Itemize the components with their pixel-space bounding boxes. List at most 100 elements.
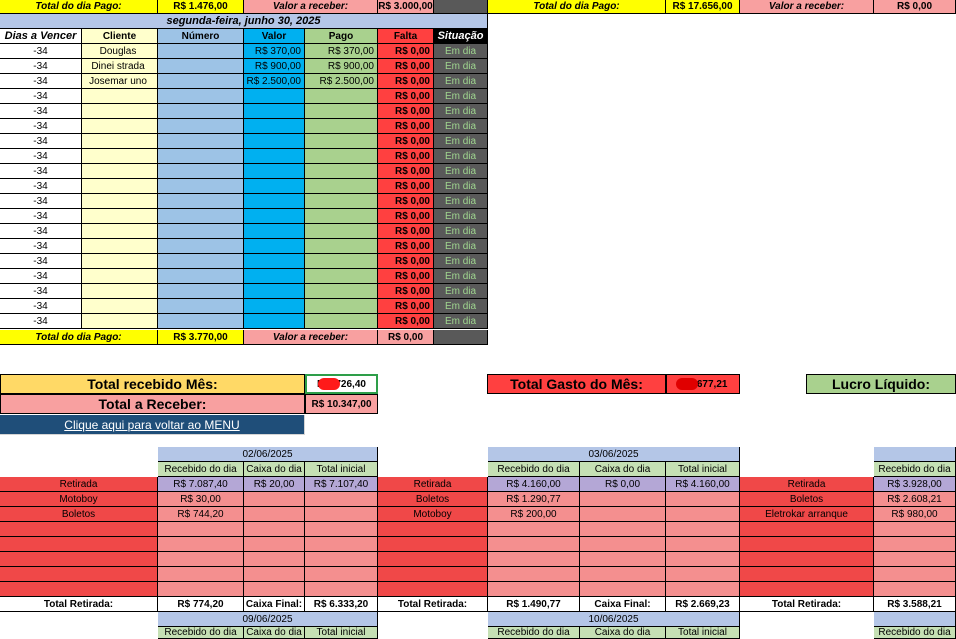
cash-item-cell[interactable] — [305, 522, 378, 537]
cell-pago[interactable]: R$ 370,00 — [305, 44, 378, 59]
cash-item-label[interactable] — [0, 567, 158, 582]
cell-numero[interactable] — [158, 269, 244, 284]
cell-valor[interactable] — [244, 119, 305, 134]
cash-item-label[interactable] — [378, 537, 488, 552]
cash-item-value[interactable] — [874, 567, 956, 582]
cell-dias[interactable]: -34 — [0, 44, 82, 59]
cell-dias[interactable]: -34 — [0, 59, 82, 74]
cash-row1-recebido[interactable]: R$ 4.160,00 — [488, 477, 580, 492]
cash-item-value[interactable] — [874, 537, 956, 552]
cell-pago[interactable] — [305, 89, 378, 104]
cash-item-label[interactable] — [0, 522, 158, 537]
cash-row1-total[interactable]: R$ 4.160,00 — [666, 477, 740, 492]
cell-dias[interactable]: -34 — [0, 104, 82, 119]
cell-pago[interactable] — [305, 179, 378, 194]
cell-pago[interactable]: R$ 2.500,00 — [305, 74, 378, 89]
cash-item-cell[interactable] — [305, 567, 378, 582]
cash-item-value[interactable] — [488, 552, 580, 567]
cash-item-value[interactable]: R$ 744,20 — [158, 507, 244, 522]
cash-item-label[interactable] — [378, 582, 488, 597]
cell-falta[interactable]: R$ 0,00 — [378, 179, 434, 194]
top-right-receive-value[interactable]: R$ 0,00 — [874, 0, 956, 14]
cash-item-label[interactable] — [378, 522, 488, 537]
cell-situacao[interactable]: Em dia — [434, 179, 488, 194]
cell-situacao[interactable]: Em dia — [434, 254, 488, 269]
cash-item-value[interactable] — [488, 537, 580, 552]
cell-numero[interactable] — [158, 134, 244, 149]
cash-item-cell[interactable] — [305, 582, 378, 597]
cash-item-label[interactable] — [0, 552, 158, 567]
cell-situacao[interactable]: Em dia — [434, 299, 488, 314]
cell-numero[interactable] — [158, 239, 244, 254]
cell-situacao[interactable]: Em dia — [434, 104, 488, 119]
cell-pago[interactable] — [305, 299, 378, 314]
cash-item-cell[interactable] — [305, 492, 378, 507]
cell-pago[interactable] — [305, 284, 378, 299]
cell-pago[interactable] — [305, 149, 378, 164]
cell-valor[interactable] — [244, 194, 305, 209]
cash-item-label[interactable] — [378, 567, 488, 582]
cell-falta[interactable]: R$ 0,00 — [378, 149, 434, 164]
cell-pago[interactable] — [305, 104, 378, 119]
cell-pago[interactable] — [305, 314, 378, 329]
cash-total-retirada-value[interactable]: R$ 774,20 — [158, 597, 244, 612]
cell-cliente[interactable] — [82, 239, 158, 254]
menu-link-text[interactable]: Clique aqui para voltar ao MENU — [64, 417, 240, 432]
cell-falta[interactable]: R$ 0,00 — [378, 284, 434, 299]
cell-valor[interactable]: R$ 2.500,00 — [244, 74, 305, 89]
cash-item-value[interactable]: R$ 200,00 — [488, 507, 580, 522]
cell-cliente[interactable]: Josemar uno — [82, 74, 158, 89]
cell-dias[interactable]: -34 — [0, 269, 82, 284]
cell-valor[interactable]: R$ 370,00 — [244, 44, 305, 59]
cell-valor[interactable] — [244, 179, 305, 194]
cell-dias[interactable]: -34 — [0, 299, 82, 314]
cell-cliente[interactable] — [82, 269, 158, 284]
cell-pago[interactable] — [305, 134, 378, 149]
cell-cliente[interactable] — [82, 149, 158, 164]
cell-dias[interactable]: -34 — [0, 149, 82, 164]
cash-item-label[interactable]: Motoboy — [378, 507, 488, 522]
cash-item-value[interactable]: R$ 30,00 — [158, 492, 244, 507]
cash-item-value[interactable] — [158, 522, 244, 537]
cell-cliente[interactable] — [82, 224, 158, 239]
cell-pago[interactable] — [305, 224, 378, 239]
cash-item-value[interactable]: R$ 980,00 — [874, 507, 956, 522]
cell-dias[interactable]: -34 — [0, 119, 82, 134]
cell-valor[interactable]: R$ 900,00 — [244, 59, 305, 74]
cell-dias[interactable]: -34 — [0, 254, 82, 269]
cell-valor[interactable] — [244, 299, 305, 314]
cash-item-label[interactable]: Boletos — [0, 507, 158, 522]
cash-item-cell[interactable] — [666, 552, 740, 567]
cash-item-label[interactable] — [740, 582, 874, 597]
cell-falta[interactable]: R$ 0,00 — [378, 194, 434, 209]
cell-situacao[interactable]: Em dia — [434, 44, 488, 59]
cell-cliente[interactable] — [82, 254, 158, 269]
cell-valor[interactable] — [244, 224, 305, 239]
cash-item-label[interactable] — [740, 522, 874, 537]
cell-valor[interactable] — [244, 284, 305, 299]
cash-item-value[interactable] — [158, 567, 244, 582]
cell-numero[interactable] — [158, 74, 244, 89]
cell-cliente[interactable] — [82, 164, 158, 179]
cell-pago[interactable]: R$ 900,00 — [305, 59, 378, 74]
cell-falta[interactable]: R$ 0,00 — [378, 299, 434, 314]
cash-next-date[interactable] — [874, 612, 956, 627]
cash-date[interactable]: 02/06/2025 — [158, 447, 378, 462]
cell-valor[interactable] — [244, 314, 305, 329]
cell-dias[interactable]: -34 — [0, 239, 82, 254]
cash-next-date[interactable]: 10/06/2025 — [488, 612, 740, 627]
cash-date[interactable]: 03/06/2025 — [488, 447, 740, 462]
cash-item-label[interactable]: Boletos — [740, 492, 874, 507]
cell-numero[interactable] — [158, 224, 244, 239]
cash-row1-caixa[interactable]: R$ 0,00 — [580, 477, 666, 492]
menu-link-button[interactable]: Clique aqui para voltar ao MENU — [0, 415, 305, 435]
cash-item-label[interactable]: Motoboy — [0, 492, 158, 507]
cash-item-label[interactable] — [0, 582, 158, 597]
cell-dias[interactable]: -34 — [0, 284, 82, 299]
cell-situacao[interactable]: Em dia — [434, 149, 488, 164]
cell-valor[interactable] — [244, 104, 305, 119]
cell-situacao[interactable]: Em dia — [434, 74, 488, 89]
cell-situacao[interactable]: Em dia — [434, 119, 488, 134]
cash-item-cell[interactable] — [580, 582, 666, 597]
cell-cliente[interactable]: Douglas — [82, 44, 158, 59]
